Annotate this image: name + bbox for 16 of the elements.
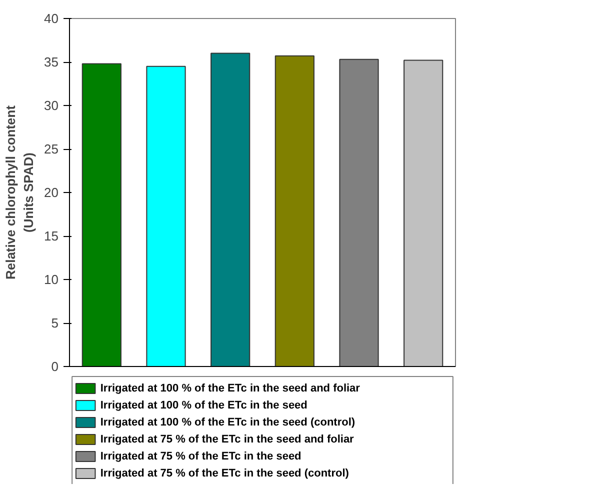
y-tick-label: 5	[51, 316, 59, 330]
y-tick-label: 25	[44, 142, 59, 156]
y-tick-label: 15	[44, 228, 59, 244]
legend-label: Irrigated at 75 % of the ETc in the seed	[100, 450, 302, 462]
y-tick-label: 30	[44, 98, 59, 113]
legend-label: Irrigated at 100 % of the ETc in the seed	[100, 400, 308, 412]
y-tick-label: 20	[44, 185, 59, 200]
y-tick-label: 0	[51, 359, 59, 374]
legend-label: Irrigated at 75 % of the ETc in the seed and foliar	[100, 434, 355, 446]
legend-label: Irrigated at 100 % of the ETc in the seed (control)	[100, 416, 356, 428]
y-tick-label: 40	[44, 11, 59, 26]
y-tick-label: 10	[44, 272, 59, 287]
y-axis-title: Relative chlorophyll content (Units SPAD)	[3, 104, 36, 280]
y-tick-label: 35	[44, 54, 59, 70]
legend-label: Irrigated at 75 % of the ETc in the seed (control)	[100, 468, 350, 480]
legend-label: Irrigated at 100 % of the ETc in the seed and foliar	[100, 382, 361, 394]
